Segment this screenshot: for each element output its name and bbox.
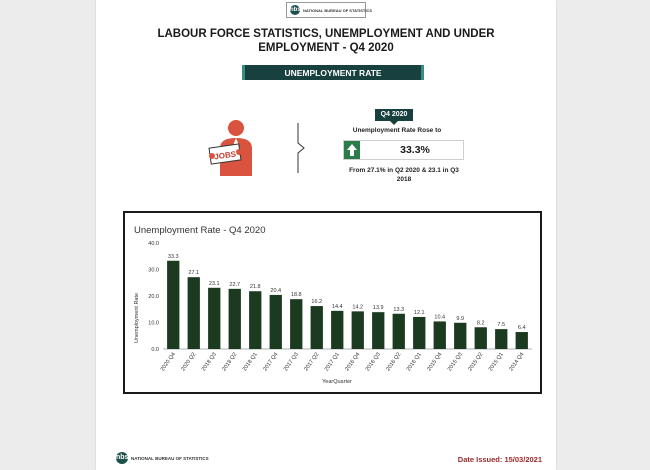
bar: [187, 277, 200, 349]
bar-value-label: 16.2: [311, 299, 322, 305]
bar-value-label: 33.3: [168, 254, 179, 260]
date-issued: Date Issued: 15/03/2021: [457, 455, 542, 464]
bar-value-label: 7.5: [497, 322, 505, 328]
y-tick-label: 30.0: [148, 268, 159, 274]
x-tick-label: 2016 Q1: [406, 352, 423, 373]
bar-value-label: 13.9: [373, 305, 384, 311]
bar: [310, 306, 323, 349]
x-tick-label: 2018 Q1: [242, 352, 259, 373]
bar-value-label: 14.4: [332, 304, 343, 310]
unemployment-chart: Unemployment Rate - Q4 2020 Unemployment…: [123, 211, 542, 394]
bar: [208, 287, 221, 349]
footer-logo-text: NATIONAL BUREAU OF STATISTICS: [131, 455, 209, 461]
y-tick-label: 20.0: [148, 294, 159, 300]
chart-marks: 0.0 10.0 20.0 30.0 40.0 33.3 2020 Q4 27.1 2020 Q…: [148, 241, 532, 372]
y-tick-label: 10.0: [148, 321, 159, 327]
bar-value-label: 9.9: [456, 316, 464, 322]
y-axis-label: Unemployment Rate: [134, 293, 140, 343]
bar: [392, 313, 405, 349]
bar-value-label: 20.4: [270, 288, 281, 294]
nbs-logo-text: NATIONAL BUREAU OF STATISTICS: [303, 7, 373, 13]
bar: [269, 294, 282, 349]
svg-text:JOBS: JOBS: [214, 149, 237, 161]
quarter-pointer: [390, 121, 398, 125]
section-banner: UNEMPLOYMENT RATE: [242, 65, 424, 80]
up-arrow-icon: [344, 141, 360, 159]
rate-box: 33.3%: [343, 140, 464, 160]
x-tick-label: 2018 Q2: [221, 352, 238, 373]
bar-value-label: 12.1: [414, 310, 425, 316]
nbs-logo-mark: nbs: [290, 5, 301, 15]
bar-value-label: 18.8: [291, 292, 302, 298]
x-tick-label: 2015 Q2: [467, 352, 484, 373]
infographic-sheet: nbs NATIONAL BUREAU OF STATISTICS LABOUR…: [96, 0, 556, 470]
x-tick-label: 2016 Q3: [365, 352, 382, 373]
bar: [454, 322, 467, 349]
nbs-logo: nbs NATIONAL BUREAU OF STATISTICS: [286, 2, 372, 18]
x-tick-label: 2020 Q2: [180, 352, 197, 373]
bar: [290, 299, 303, 349]
footer-logo: nbs NATIONAL BUREAU OF STATISTICS: [116, 449, 209, 467]
bar: [167, 260, 180, 349]
bar: [515, 332, 528, 349]
bar-value-label: 10.4: [434, 314, 445, 320]
bar: [495, 329, 508, 349]
y-tick-label: 0.0: [151, 347, 159, 353]
bar: [372, 312, 385, 349]
x-tick-label: 2016 Q4: [344, 352, 361, 373]
footer-logo-mark: nbs: [116, 452, 128, 464]
chart-canvas: Unemployment Rate - Q4 2020 Unemployment…: [134, 225, 532, 385]
bar: [228, 288, 241, 349]
x-tick-label: 2017 Q3: [283, 352, 300, 373]
x-tick-label: 2015 Q3: [447, 352, 464, 373]
page-title: LABOUR FORCE STATISTICS, UNEMPLOYMENT AN…: [157, 28, 495, 54]
y-tick-label: 40.0: [148, 241, 159, 247]
rate-value: 33.3%: [400, 144, 430, 156]
bar-value-label: 14.2: [352, 304, 363, 310]
x-tick-label: 2015 Q4: [426, 352, 443, 373]
bar: [474, 327, 487, 349]
x-tick-label: 2018 Q3: [201, 352, 218, 373]
chart-title: Unemployment Rate - Q4 2020: [134, 225, 265, 236]
bar-value-label: 6.4: [518, 325, 526, 331]
bar-value-label: 8.2: [477, 320, 485, 326]
rate-note: From 27.1% in Q2 2020 & 23.1 in Q3 2018: [349, 167, 459, 183]
bar-value-label: 27.1: [188, 270, 199, 276]
rate-heading: Unemployment Rate Rose to: [352, 127, 442, 134]
bar: [331, 310, 344, 349]
bar-value-label: 22.7: [229, 282, 240, 288]
x-tick-label: 2020 Q4: [160, 352, 177, 373]
x-tick-label: 2017 Q2: [303, 352, 320, 373]
bar: [351, 311, 364, 349]
bar-value-label: 13.3: [393, 307, 404, 313]
x-axis-label: YearQuarter: [322, 379, 352, 385]
bar-value-label: 21.8: [250, 284, 261, 290]
bar: [249, 291, 262, 349]
x-tick-label: 2014 Q4: [508, 352, 525, 373]
bar: [433, 321, 446, 349]
x-tick-label: 2016 Q2: [385, 352, 402, 373]
bar: [413, 316, 426, 349]
jobs-sign-person-icon: JOBS: [208, 120, 252, 176]
x-tick-label: 2017 Q1: [324, 352, 341, 373]
divider-bracket-icon: [297, 123, 305, 173]
bar-value-label: 23.1: [209, 281, 220, 287]
x-tick-label: 2015 Q1: [488, 352, 505, 373]
quarter-badge: Q4 2020: [375, 109, 413, 121]
x-tick-label: 2017 Q4: [262, 352, 279, 373]
